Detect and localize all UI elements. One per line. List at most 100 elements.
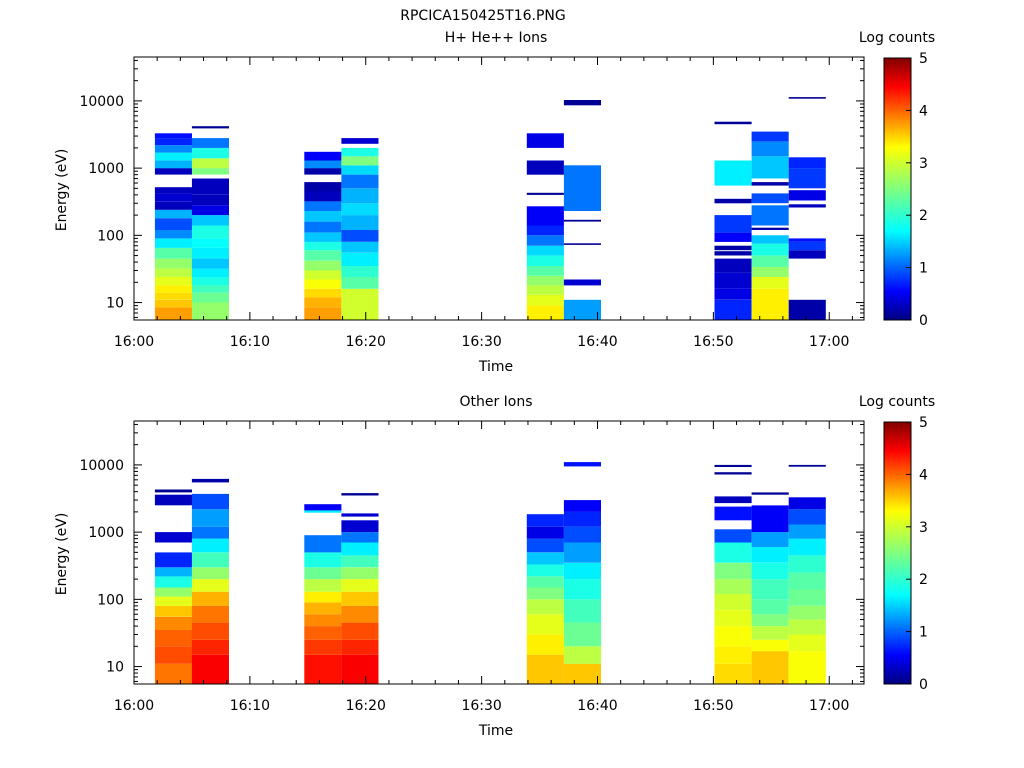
heatmap-cell	[714, 529, 752, 543]
heatmap-cell	[714, 496, 752, 504]
y-tick-label: 10000	[79, 94, 124, 110]
colorbar-tick-label: 3	[919, 156, 928, 172]
heatmap-cell	[304, 654, 342, 684]
x-tick-label: 16:40	[577, 698, 617, 714]
heatmap-cell	[526, 133, 564, 148]
heatmap-cell	[563, 599, 601, 623]
heatmap-cell	[526, 225, 564, 236]
heatmap-cell	[563, 526, 601, 543]
colorbar-tick-label: 1	[919, 261, 928, 277]
heatmap-cell	[341, 188, 379, 204]
heatmap-cell	[751, 639, 789, 652]
heatmap-cell	[526, 526, 564, 539]
heatmap-cell	[563, 243, 601, 245]
heatmap-cell	[751, 562, 789, 580]
heatmap-cell	[341, 252, 379, 266]
x-tick-label: 16:10	[230, 334, 270, 350]
figure-title: RPCICA150425T16.PNG	[400, 8, 565, 24]
colorbar-gradient	[884, 422, 911, 684]
heatmap-cell	[341, 230, 379, 242]
x-tick-label: 17:00	[809, 334, 849, 350]
colorbar-label: Log counts	[859, 30, 935, 46]
heatmap-cell	[563, 562, 601, 580]
heatmap-cell	[526, 634, 564, 655]
heatmap-cell	[751, 205, 789, 226]
heatmap-cell	[154, 277, 192, 286]
heatmap-cell	[191, 622, 229, 640]
heatmap-cell	[191, 493, 229, 510]
heatmap-cell	[191, 509, 229, 527]
heatmap-cell	[563, 219, 601, 222]
heatmap-cell	[714, 245, 752, 251]
heatmap-cell	[304, 535, 342, 553]
heatmap-cell	[341, 654, 379, 684]
heatmap-cell	[788, 157, 826, 169]
colorbar-frame	[883, 421, 912, 685]
heatmap-cell	[304, 639, 342, 655]
heatmap-cell	[751, 626, 789, 640]
heatmap-cell	[191, 147, 229, 159]
colorbar-tick-label: 3	[919, 520, 928, 536]
colorbar-tick-label: 4	[919, 467, 928, 483]
heatmap-cell	[191, 526, 229, 539]
heatmap-cell	[191, 258, 229, 269]
colorbar-tick-label: 5	[919, 415, 928, 431]
x-tick-label: 16:50	[693, 698, 733, 714]
heatmap-cell	[304, 567, 342, 580]
heatmap-cell	[714, 464, 752, 467]
heatmap-cell	[191, 178, 229, 195]
heatmap-cell	[751, 227, 789, 230]
heatmap-cell	[191, 605, 229, 623]
heatmap-cell	[341, 605, 379, 623]
heatmap-cell	[563, 299, 601, 320]
heatmap-cell	[154, 193, 192, 202]
heatmap-cell	[526, 206, 564, 226]
heatmap-cell	[751, 492, 789, 495]
colorbar-tick-label: 0	[919, 313, 928, 329]
colorbar-tick-label: 4	[919, 103, 928, 119]
heatmap-cell	[191, 639, 229, 655]
heatmap-cell	[714, 215, 752, 233]
heatmap-cell	[526, 514, 564, 527]
heatmap-cell	[563, 100, 601, 106]
y-tick-label: 10	[106, 660, 124, 676]
heatmap-cell	[304, 151, 342, 161]
x-axis-label: Time	[478, 359, 513, 375]
heatmap-cell	[154, 201, 192, 210]
colorbar-tick-label: 5	[919, 51, 928, 67]
heatmap-cell	[714, 232, 752, 242]
x-axis-label: Time	[478, 723, 513, 739]
heatmap-cell	[154, 663, 192, 684]
heatmap-cell	[563, 511, 601, 527]
heatmap-cell	[341, 288, 379, 320]
heatmap-cell	[341, 591, 379, 606]
heatmap-cell	[341, 520, 379, 533]
heatmap-cell	[714, 609, 752, 626]
y-tick-label: 1000	[88, 525, 124, 541]
heatmap-cell	[563, 165, 601, 211]
panel-title: H+ He++ Ions	[445, 30, 548, 46]
heatmap-cell	[304, 288, 342, 298]
heatmap-cell	[191, 579, 229, 592]
heatmap-cell	[154, 630, 192, 647]
heatmap-cell	[304, 211, 342, 222]
heatmap-cell	[751, 547, 789, 563]
heatmap-cell	[191, 158, 229, 169]
heatmap-cell	[341, 203, 379, 216]
heatmap-cell	[341, 266, 379, 277]
y-tick-label: 100	[97, 228, 124, 244]
heatmap-cell	[154, 133, 192, 139]
heatmap-cell	[714, 198, 752, 204]
heatmap-cell	[154, 494, 192, 506]
heatmap-cell	[341, 165, 379, 175]
heatmap-cell	[526, 294, 564, 306]
heatmap-cell	[563, 279, 601, 286]
heatmap-cell	[788, 204, 826, 208]
heatmap-cell	[341, 579, 379, 592]
heatmap-cell	[154, 209, 192, 219]
heatmap-cell	[154, 567, 192, 577]
heatmap-cell	[788, 497, 826, 510]
heatmap-cell	[788, 634, 826, 652]
heatmap-cell	[341, 493, 379, 496]
